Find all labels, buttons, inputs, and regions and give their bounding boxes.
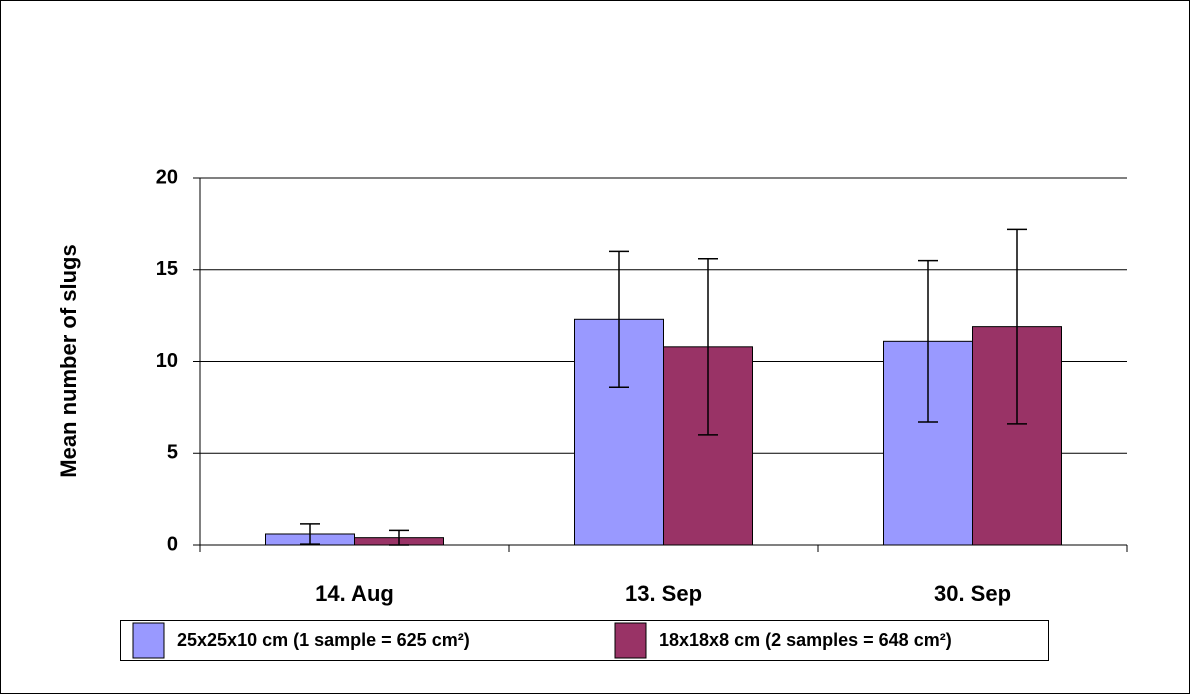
y-tick-label: 20: [156, 166, 178, 188]
legend-swatch: [132, 622, 165, 659]
y-tick-label: 15: [156, 258, 178, 280]
legend-box: [120, 620, 1049, 661]
y-axis-title: Mean number of slugs: [56, 244, 81, 477]
x-tick-label: 14. Aug: [315, 581, 394, 606]
error-bar: [698, 257, 718, 436]
x-tick-label: 30. Sep: [934, 581, 1011, 606]
legend-label: 18x18x8 cm (2 samples = 648 cm²): [659, 630, 952, 650]
error-bar: [918, 259, 938, 423]
legend-swatch: [614, 622, 647, 659]
y-tick-label: 0: [167, 533, 178, 555]
y-tick-label: 10: [156, 350, 178, 372]
error-bar: [300, 523, 320, 545]
error-bar: [1007, 228, 1027, 425]
legend-label: 25x25x10 cm (1 sample = 625 cm²): [177, 630, 470, 650]
error-bar: [609, 250, 629, 388]
y-tick-label: 5: [167, 442, 178, 464]
x-tick-label: 13. Sep: [625, 581, 702, 606]
